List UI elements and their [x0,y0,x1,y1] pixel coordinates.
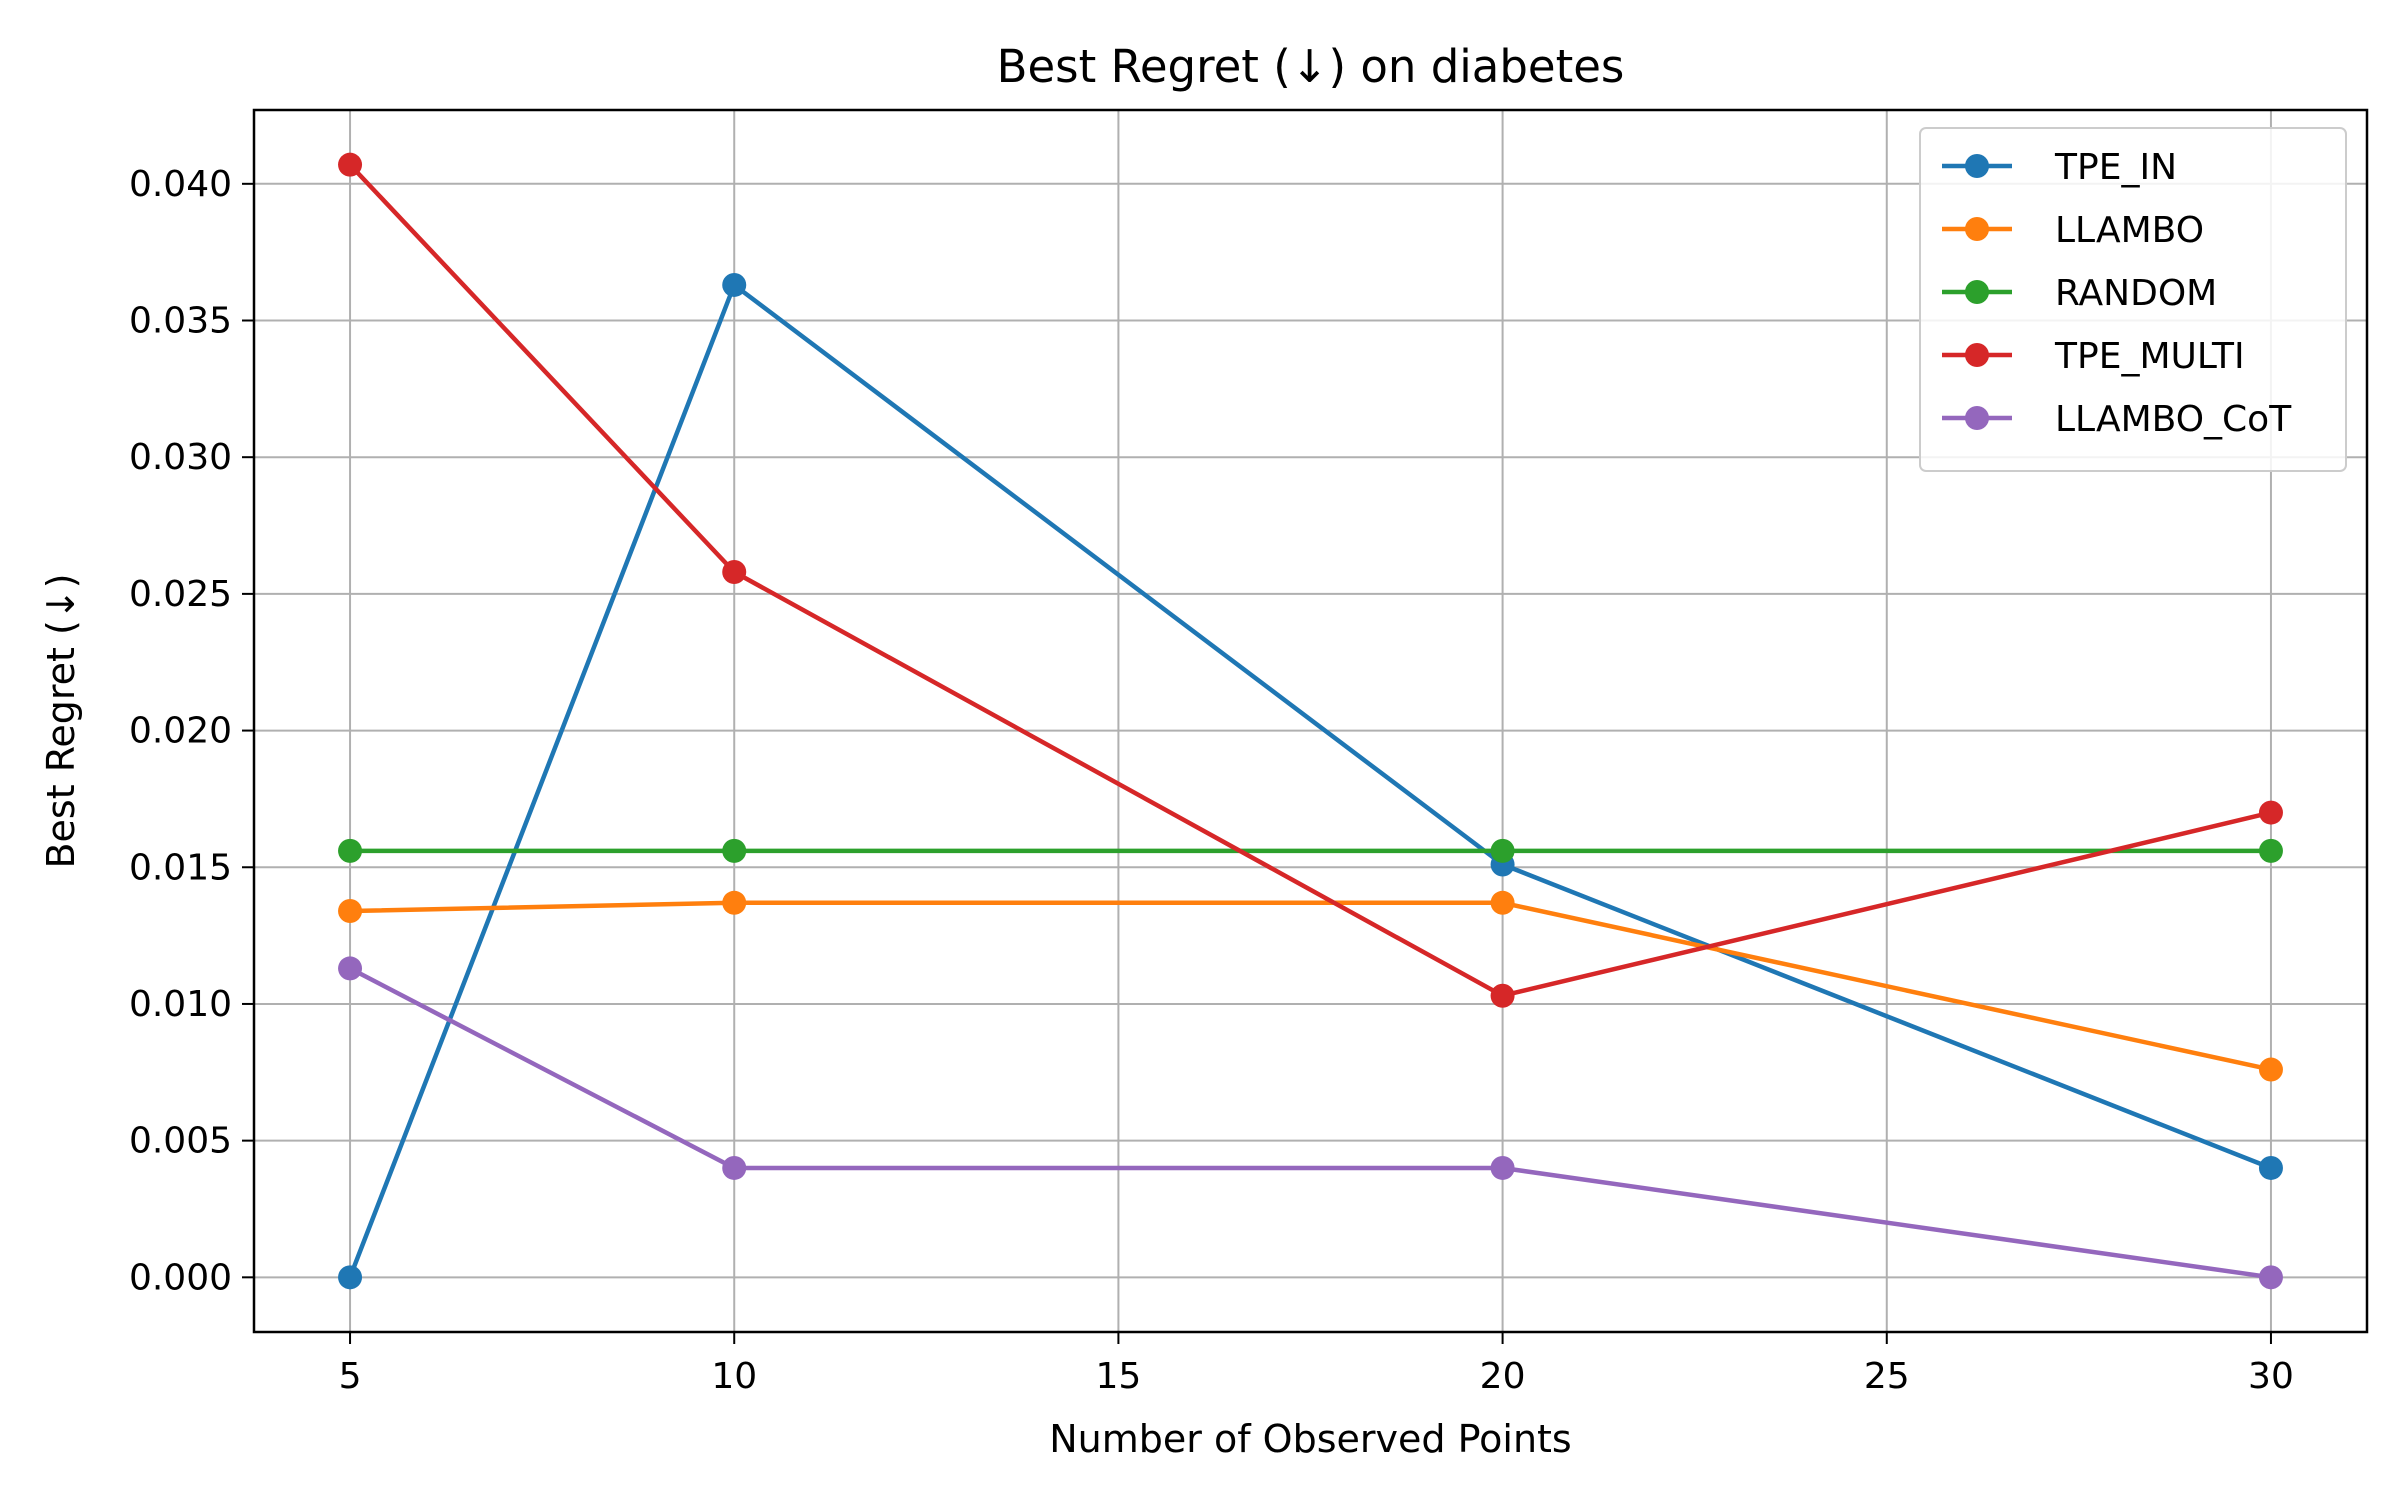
legend-item: LLAMBO [1942,210,2204,251]
legend-item: RANDOM [1942,273,2217,314]
x-tick-label: 10 [711,1356,757,1397]
legend-marker [1965,343,1989,367]
data-point [722,890,747,915]
y-tick-label: 0.030 [129,437,232,478]
data-point [1490,983,1515,1008]
data-point [2258,838,2283,863]
series-LLAMBO_CoT [338,956,2283,1290]
series-LLAMBO [338,890,2283,1082]
x-tick-label: 25 [1864,1356,1910,1397]
x-tick-label: 30 [2248,1356,2294,1397]
x-tick-label: 20 [1480,1356,1526,1397]
legend-label: LLAMBO_CoT [2055,399,2292,440]
legend-item: LLAMBO_CoT [1942,399,2292,440]
data-point [1490,1155,1515,1180]
y-tick-label: 0.020 [129,711,232,752]
data-point [338,956,363,981]
data-point [722,1155,747,1180]
x-tick-label: 15 [1096,1356,1142,1397]
data-point [2258,1057,2283,1082]
data-point [338,152,363,177]
series-line [347,282,2272,1279]
y-tick-label: 0.005 [129,1121,232,1162]
data-point [722,838,747,863]
data-point [2258,1155,2283,1180]
grid-lines [254,110,2367,1332]
data-point [722,560,747,585]
legend-label: TPE_IN [2054,147,2177,188]
y-axis-label: Best Regret (↓) [39,573,83,868]
series-line [348,966,2272,1280]
data-point [338,898,363,923]
y-tick-label: 0.000 [129,1257,232,1298]
series-RANDOM [338,838,2283,863]
series-line [348,163,2272,998]
legend-label: TPE_MULTI [2054,336,2245,377]
y-tick-label: 0.015 [129,847,232,888]
legend-item: TPE_MULTI [1942,336,2245,377]
x-tick-label: 5 [339,1356,362,1397]
series-line [349,900,2272,1072]
y-tick-label: 0.025 [129,574,232,615]
plot-frame [252,108,2369,1334]
data-point [1490,838,1515,863]
axis-ticks: 5 10 15 20 25 30 0.000 0.005 0.010 0.015 0.020 0.02… [129,164,2294,1397]
data-point [338,1265,363,1290]
legend-marker [1965,280,1989,304]
plot-series [338,152,2283,1290]
data-point [1490,890,1515,915]
chart-title: Best Regret (↓) on diabetes [997,40,1625,93]
legend-marker [1965,217,1989,241]
legend-marker [1965,406,1989,430]
legend-label: RANDOM [2055,273,2217,314]
data-point [338,838,363,863]
y-tick-label: 0.010 [129,984,232,1025]
legend-item: TPE_IN [1942,147,2177,188]
data-point [2258,800,2283,825]
data-point [722,272,747,297]
legend-label: LLAMBO [2055,210,2204,251]
y-tick-label: 0.035 [129,301,232,342]
y-tick-label: 0.040 [129,164,232,205]
legend: TPE_IN LLAMBO RANDOM TPE_MULTI LLAMBO_CoT [1919,127,2347,472]
series-TPE_MULTI [338,152,2283,1008]
data-point [2258,1265,2283,1290]
legend-marker [1965,154,1989,178]
x-axis-label: Number of Observed Points [1049,1417,1571,1461]
legend-box [1919,127,2347,472]
